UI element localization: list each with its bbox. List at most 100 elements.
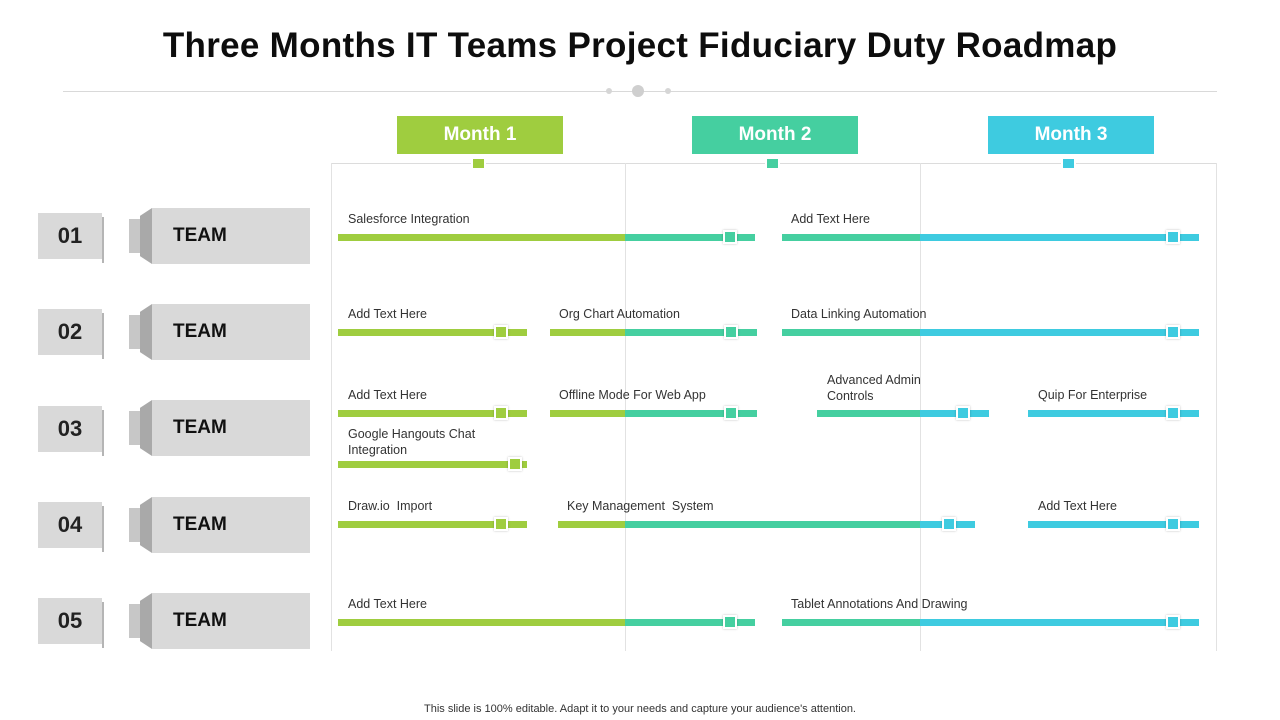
task-bar-month1 <box>338 619 625 626</box>
team-box-04: TEAM <box>152 497 310 553</box>
task-marker <box>494 325 508 339</box>
task-bar-month1 <box>550 329 625 336</box>
task-marker <box>494 517 508 531</box>
task-bar-month1 <box>550 410 625 417</box>
grid-vline-end <box>1216 163 1217 651</box>
task-bar-month2 <box>625 234 755 241</box>
task-marker <box>956 406 970 420</box>
grid-top-line-4 <box>1076 163 1216 164</box>
task-marker <box>494 406 508 420</box>
task-bar-month3 <box>920 410 989 417</box>
footer-note: This slide is 100% editable. Adapt it to… <box>424 703 856 715</box>
team-tab <box>129 604 141 638</box>
month-3-label: Month 3 <box>1034 124 1108 145</box>
task-marker <box>724 325 738 339</box>
team-label: TEAM <box>173 417 227 438</box>
month-3-tick <box>1063 159 1074 168</box>
team-label: TEAM <box>173 514 227 535</box>
team-number-edge <box>102 410 104 456</box>
task-label: Key Management System <box>567 499 714 513</box>
task-label: Draw.io Import <box>348 499 433 513</box>
task-bar-month3 <box>1028 521 1199 528</box>
team-box-01: TEAM <box>152 208 310 264</box>
team-number-01: 01 <box>38 213 102 259</box>
task-label: Offline Mode For Web App <box>559 388 706 402</box>
task-marker <box>1166 230 1180 244</box>
team-number-edge <box>102 217 104 263</box>
task-marker <box>724 406 738 420</box>
task-marker <box>723 230 737 244</box>
team-tab-fold <box>140 400 152 456</box>
task-label: Add Text Here <box>348 388 427 402</box>
task-bar-month2 <box>625 521 920 528</box>
task-bar-month3 <box>920 619 1199 626</box>
team-tab <box>129 508 141 542</box>
task-bar-month1 <box>338 461 527 468</box>
month-1-header: Month 1 <box>397 116 563 154</box>
grid-top-line-1 <box>331 163 471 164</box>
team-label: TEAM <box>173 610 227 631</box>
page-title: Three Months IT Teams Project Fiduciary … <box>162 26 1118 65</box>
task-bar-month1 <box>338 410 527 417</box>
team-tab <box>129 411 141 445</box>
month-2-tick <box>767 159 778 168</box>
team-label: TEAM <box>173 321 227 342</box>
task-marker <box>508 457 522 471</box>
task-label: Add Text Here <box>791 212 870 226</box>
task-bar-month1 <box>338 234 625 241</box>
team-number-03: 03 <box>38 406 102 452</box>
month-2-header: Month 2 <box>692 116 858 154</box>
team-tab-fold <box>140 208 152 264</box>
task-marker <box>1166 615 1180 629</box>
grid-vline-start <box>331 163 332 651</box>
team-number-02: 02 <box>38 309 102 355</box>
task-bar-month3 <box>920 234 1199 241</box>
task-bar-month3 <box>1028 410 1199 417</box>
team-box-02: TEAM <box>152 304 310 360</box>
task-marker <box>1166 406 1180 420</box>
divider-dot-right <box>665 88 671 94</box>
team-tab <box>129 315 141 349</box>
month-2-label: Month 2 <box>738 124 812 145</box>
month-1-label: Month 1 <box>443 124 517 145</box>
task-label: Add Text Here <box>348 597 427 611</box>
team-number-edge <box>102 313 104 359</box>
team-number-05: 05 <box>38 598 102 644</box>
team-number-edge <box>102 602 104 648</box>
team-box-05: TEAM <box>152 593 310 649</box>
team-tab-fold <box>140 593 152 649</box>
task-bar-month1 <box>338 329 527 336</box>
task-bar-month2 <box>625 410 757 417</box>
task-marker <box>942 517 956 531</box>
task-label: Tablet Annotations And Drawing <box>791 597 968 611</box>
team-tab <box>129 219 141 253</box>
task-label: Org Chart Automation <box>559 307 680 321</box>
task-label: Data Linking Automation <box>791 307 927 321</box>
task-marker <box>723 615 737 629</box>
month-1-tick <box>473 159 484 168</box>
team-number-04: 04 <box>38 502 102 548</box>
task-bar-month2 <box>782 329 920 336</box>
task-bar-month2 <box>782 619 920 626</box>
team-number-edge <box>102 506 104 552</box>
task-label: Advanced Admin Controls <box>827 373 921 403</box>
divider-dot-left <box>606 88 612 94</box>
task-label: Salesforce Integration <box>348 212 470 226</box>
task-bar-month3 <box>920 329 1199 336</box>
task-bar-month1 <box>558 521 625 528</box>
task-label: Quip For Enterprise <box>1038 388 1148 402</box>
divider-dot-center <box>632 85 644 97</box>
team-tab-fold <box>140 304 152 360</box>
task-bar-month2 <box>817 410 920 417</box>
task-marker <box>1166 517 1180 531</box>
task-bar-month2 <box>782 234 920 241</box>
team-box-03: TEAM <box>152 400 310 456</box>
grid-vline-month2-end <box>920 163 921 651</box>
task-label: Google Hangouts Chat Integration <box>348 427 476 457</box>
task-label: Add Text Here <box>348 307 427 321</box>
task-bar-month2 <box>625 619 755 626</box>
task-marker <box>1166 325 1180 339</box>
grid-vline-month1-end <box>625 163 626 651</box>
task-label: Add Text Here <box>1038 499 1117 513</box>
team-label: TEAM <box>173 225 227 246</box>
